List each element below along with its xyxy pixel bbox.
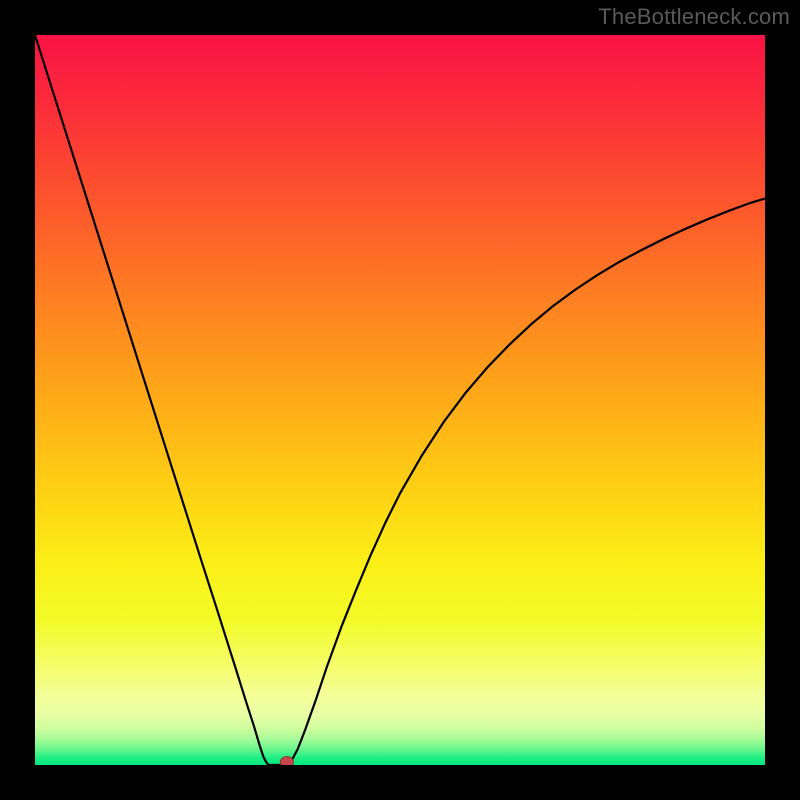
- chart-frame: TheBottleneck.com: [0, 0, 800, 800]
- optimal-point-marker: [280, 757, 293, 765]
- curve-layer: [35, 35, 765, 765]
- watermark-text: TheBottleneck.com: [598, 4, 790, 30]
- bottleneck-curve: [35, 35, 765, 765]
- plot-area: [35, 35, 765, 765]
